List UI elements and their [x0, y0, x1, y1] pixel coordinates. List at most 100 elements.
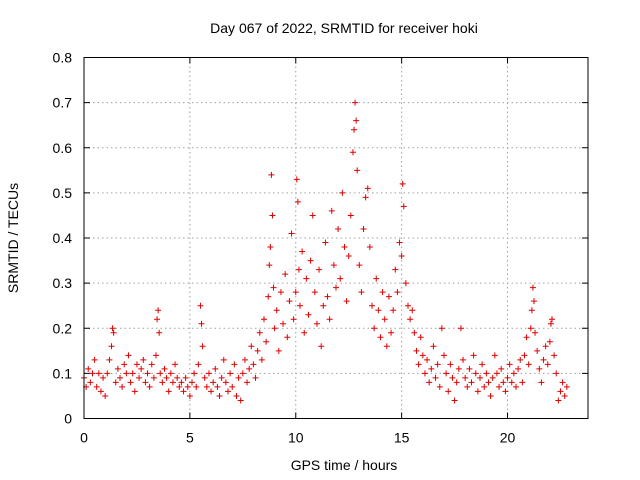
- data-point: [150, 374, 157, 381]
- data-point: [288, 230, 295, 237]
- data-point: [131, 388, 138, 395]
- data-point: [193, 383, 200, 390]
- data-point: [443, 370, 450, 377]
- data-point: [144, 370, 151, 377]
- data-point: [455, 365, 462, 372]
- data-point: [256, 329, 263, 336]
- data-point: [322, 239, 329, 246]
- chart-title: Day 067 of 2022, SRMTID for receiver hok…: [210, 20, 478, 36]
- data-point: [460, 356, 467, 363]
- data-point: [373, 275, 380, 282]
- data-point: [235, 374, 242, 381]
- data-point: [366, 244, 373, 251]
- data-point: [275, 347, 282, 354]
- data-point: [324, 293, 331, 300]
- data-point: [502, 388, 509, 395]
- data-point: [146, 383, 153, 390]
- data-point: [91, 356, 98, 363]
- data-point: [375, 307, 382, 314]
- y-tick-label: 0.2: [53, 320, 73, 336]
- data-point: [121, 361, 128, 368]
- data-point: [216, 392, 223, 399]
- data-point: [163, 374, 170, 381]
- x-tick-label: 10: [288, 430, 304, 446]
- data-point: [301, 329, 308, 336]
- data-point: [438, 325, 445, 332]
- data-point: [523, 334, 530, 341]
- data-point: [547, 320, 554, 327]
- data-point: [396, 239, 403, 246]
- data-point: [546, 338, 553, 345]
- data-point: [447, 361, 454, 368]
- data-point: [528, 307, 535, 314]
- data-point: [479, 361, 486, 368]
- data-point: [557, 388, 564, 395]
- data-point: [538, 379, 545, 386]
- data-point: [208, 388, 215, 395]
- data-point: [203, 383, 210, 390]
- data-point: [470, 352, 477, 359]
- data-point: [468, 379, 475, 386]
- data-point: [328, 207, 335, 214]
- data-point: [266, 262, 273, 269]
- data-point: [239, 370, 246, 377]
- data-point: [464, 383, 471, 390]
- data-point: [214, 383, 221, 390]
- data-point: [517, 356, 524, 363]
- data-point: [237, 397, 244, 404]
- data-point: [273, 307, 280, 314]
- data-point: [474, 388, 481, 395]
- data-point: [117, 374, 123, 381]
- data-point: [167, 370, 174, 377]
- data-point: [349, 149, 356, 156]
- data-point: [189, 379, 195, 386]
- data-point: [451, 397, 458, 404]
- data-point: [392, 266, 399, 273]
- data-point: [542, 343, 549, 350]
- data-point: [233, 392, 240, 399]
- data-point: [119, 383, 126, 390]
- data-point: [252, 374, 259, 381]
- data-point: [354, 167, 361, 174]
- data-point: [436, 383, 443, 390]
- data-point: [525, 361, 532, 368]
- data-point: [472, 370, 479, 377]
- data-point: [563, 383, 570, 390]
- data-point: [496, 383, 503, 390]
- data-point: [265, 293, 272, 300]
- data-point: [95, 370, 102, 377]
- data-point: [205, 370, 212, 377]
- data-point: [156, 329, 163, 336]
- data-point: [112, 379, 119, 386]
- data-point: [125, 352, 132, 359]
- data-point: [540, 356, 547, 363]
- data-point: [485, 379, 492, 386]
- data-point: [299, 248, 306, 255]
- data-point: [104, 370, 111, 377]
- data-point: [341, 244, 348, 251]
- data-point: [549, 316, 555, 323]
- data-point: [407, 316, 414, 323]
- data-point: [284, 334, 291, 341]
- data-point: [399, 180, 406, 187]
- data-point: [127, 379, 134, 386]
- data-point: [136, 374, 143, 381]
- data-point: [307, 257, 314, 264]
- data-point: [360, 225, 367, 232]
- data-point: [477, 374, 483, 381]
- data-point: [293, 176, 300, 183]
- data-point: [487, 392, 494, 399]
- data-point: [180, 388, 187, 395]
- data-point: [510, 370, 517, 377]
- data-point: [483, 370, 490, 377]
- data-point: [212, 365, 219, 372]
- data-point: [250, 361, 257, 368]
- x-tick-label: 0: [80, 430, 88, 446]
- data-point: [561, 392, 568, 399]
- data-point: [254, 347, 261, 354]
- data-point: [498, 365, 505, 372]
- data-point: [421, 370, 428, 377]
- data-point: [93, 383, 100, 390]
- data-point: [400, 203, 407, 210]
- data-point: [85, 365, 92, 372]
